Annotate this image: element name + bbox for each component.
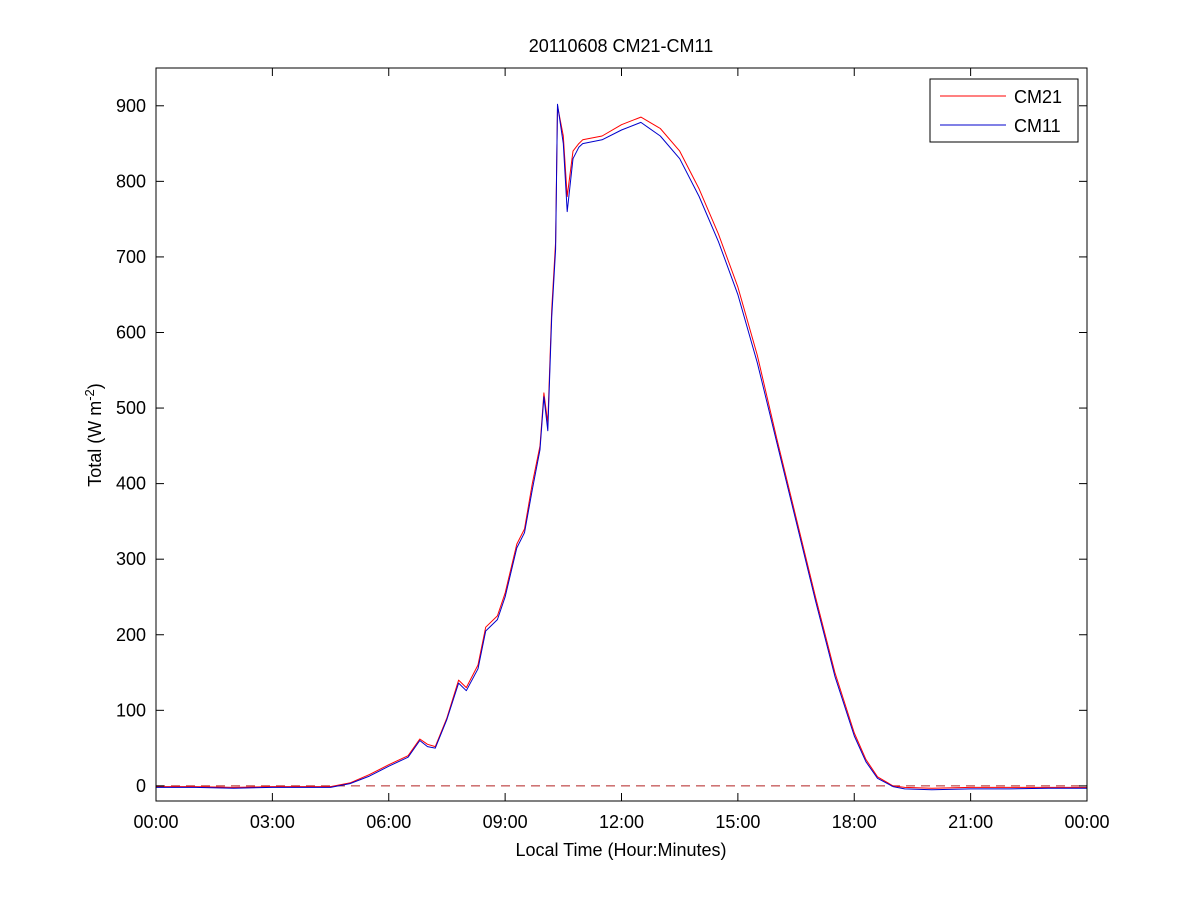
x-axis-label: Local Time (Hour:Minutes) xyxy=(515,840,726,860)
plot-area xyxy=(156,103,1087,791)
chart-title: 20110608 CM21-CM11 xyxy=(529,36,713,56)
legend: CM21 CM11 xyxy=(929,78,1079,143)
y-axis-label: Total (W m-2) xyxy=(82,383,106,487)
series-line-cm11 xyxy=(156,103,1087,791)
x-tick-label: 15:00 xyxy=(715,812,760,832)
y-tick-label: 200 xyxy=(116,625,146,645)
y-tick-label: 700 xyxy=(116,247,146,267)
x-tick-label: 09:00 xyxy=(483,812,528,832)
x-tick-label: 00:00 xyxy=(133,812,178,832)
y-tick-label: 0 xyxy=(136,776,146,796)
legend-box xyxy=(929,78,1079,143)
y-tick-label: 100 xyxy=(116,700,146,720)
y-tick-label: 600 xyxy=(116,322,146,342)
y-axis-label-superscript: -2 xyxy=(82,389,97,401)
axes: 00:00 03:00 06:00 09:00 12:00 15:00 18:00 21:00… xyxy=(116,68,1110,832)
x-tick-label: 18:00 xyxy=(832,812,877,832)
legend-label-cm11: CM11 xyxy=(1014,116,1061,136)
x-tick-label: 21:00 xyxy=(948,812,993,832)
y-tick-label: 400 xyxy=(116,474,146,494)
y-tick-label: 900 xyxy=(116,96,146,116)
legend-label-cm21: CM21 xyxy=(1014,87,1062,107)
y-tick-label: 800 xyxy=(116,171,146,191)
y-axis-label-close: ) xyxy=(85,383,105,389)
x-tick-label: 06:00 xyxy=(366,812,411,832)
y-tick-label: 500 xyxy=(116,398,146,418)
x-tick-label: 00:00 xyxy=(1064,812,1109,832)
x-tick-label: 03:00 xyxy=(250,812,295,832)
y-axis-label-main: Total (W m xyxy=(85,401,105,487)
y-tick-label: 300 xyxy=(116,549,146,569)
x-tick-label: 12:00 xyxy=(599,812,644,832)
